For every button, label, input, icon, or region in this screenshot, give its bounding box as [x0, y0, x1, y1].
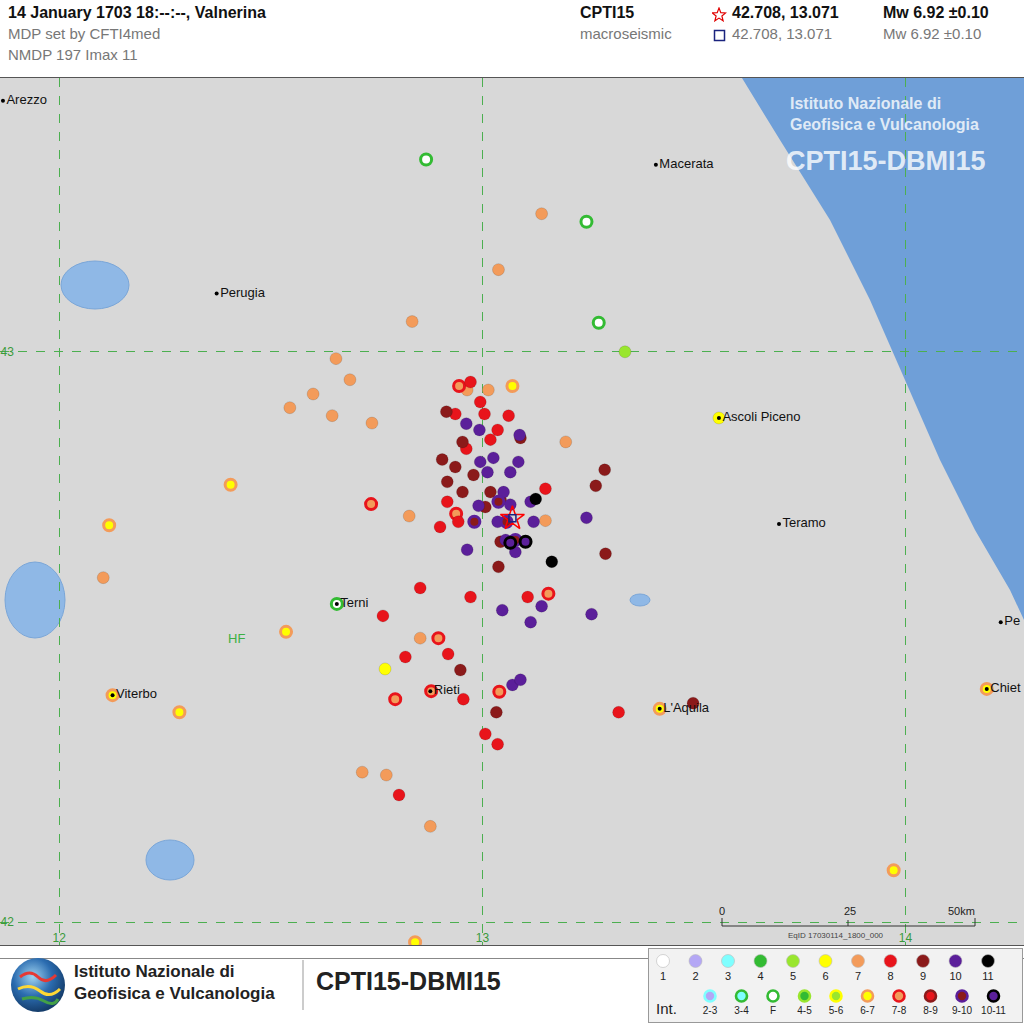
html-text:25: 25 — [844, 905, 857, 917]
html-text:42.708, 13.071: 42.708, 13.071 — [732, 25, 833, 42]
html-text:50km: 50km — [948, 905, 975, 917]
html-text:CPTI15-DBMI15: CPTI15-DBMI15 — [786, 146, 986, 176]
svg-text:Rieti: Rieti — [434, 682, 460, 697]
svg-text:Pe: Pe — [1004, 613, 1020, 628]
svg-text:HF: HF — [228, 631, 245, 646]
html-text:8-9: 8-9 — [923, 1005, 938, 1016]
html-text:CPTI15-DBMI15: CPTI15-DBMI15 — [316, 967, 501, 995]
html-text:7: 7 — [854, 970, 862, 982]
html-text:Geofisica e Vulcanologia: Geofisica e Vulcanologia — [74, 984, 275, 1003]
html-text:2: 2 — [692, 970, 699, 982]
html-text:4: 4 — [757, 970, 764, 982]
svg-text:Ascoli Piceno: Ascoli Piceno — [722, 409, 800, 424]
svg-text:42: 42 — [1, 915, 15, 929]
html-text:4-5: 4-5 — [797, 1005, 812, 1016]
html-text:Istituto Nazionale di: Istituto Nazionale di — [74, 962, 235, 981]
svg-text:14: 14 — [899, 931, 913, 945]
html-text:10: 10 — [949, 970, 962, 982]
html-text:1: 1 — [659, 970, 667, 982]
html-text:14 January 1703 18:--:--, Valn: 14 January 1703 18:--:--, Valnerina — [8, 4, 266, 21]
html-text:F: F — [769, 1005, 776, 1016]
html-text:CPTI15: CPTI15 — [580, 4, 635, 21]
html-text:macroseismic: macroseismic — [580, 25, 672, 42]
html-text:3: 3 — [724, 970, 732, 982]
html-text:11: 11 — [982, 970, 994, 982]
html-text:2-3: 2-3 — [702, 1005, 718, 1016]
html-text:5-6: 5-6 — [828, 1005, 844, 1016]
html-text:Mw 6.92 ±0.10: Mw 6.92 ±0.10 — [883, 4, 989, 21]
svg-text:Teramo: Teramo — [783, 515, 826, 530]
svg-text:Terni: Terni — [340, 595, 368, 610]
html-text:Mw 6.92 ±0.10: Mw 6.92 ±0.10 — [883, 25, 982, 42]
svg-text:13: 13 — [476, 931, 490, 945]
svg-text:43: 43 — [1, 345, 15, 359]
svg-text:Perugia: Perugia — [220, 285, 266, 300]
html-text:6-7: 6-7 — [860, 1005, 875, 1016]
html-text:3-4: 3-4 — [734, 1005, 749, 1016]
html-text:MDP set by CFTI4med: MDP set by CFTI4med — [8, 25, 161, 42]
html-text:Int.: Int. — [656, 1000, 677, 1017]
svg-text:Macerata: Macerata — [659, 156, 714, 171]
html-text:9: 9 — [919, 970, 927, 982]
html-text:EqID 17030114_1800_000: EqID 17030114_1800_000 — [788, 931, 884, 940]
html-text:10-11: 10-11 — [981, 1005, 1006, 1016]
html-text:Istituto Nazionale di: Istituto Nazionale di — [790, 95, 942, 112]
html-text:7-8: 7-8 — [891, 1005, 907, 1016]
svg-text:Arezzo: Arezzo — [6, 92, 46, 107]
svg-text:Chiet: Chiet — [990, 680, 1021, 695]
html-text:Geofisica e Vulcanologia: Geofisica e Vulcanologia — [790, 116, 979, 133]
html-text:0: 0 — [719, 905, 726, 917]
svg-text:Viterbo: Viterbo — [116, 686, 157, 701]
svg-text:L'Aquila: L'Aquila — [663, 700, 710, 715]
html-text:8: 8 — [887, 970, 894, 982]
html-text:NMDP 197 Imax 11: NMDP 197 Imax 11 — [8, 46, 138, 63]
html-text:5: 5 — [789, 970, 797, 982]
html-text:42.708, 13.071: 42.708, 13.071 — [732, 4, 839, 21]
html-text:6: 6 — [822, 970, 829, 982]
svg-text:12: 12 — [53, 931, 67, 945]
html-text:9-10: 9-10 — [952, 1005, 972, 1016]
